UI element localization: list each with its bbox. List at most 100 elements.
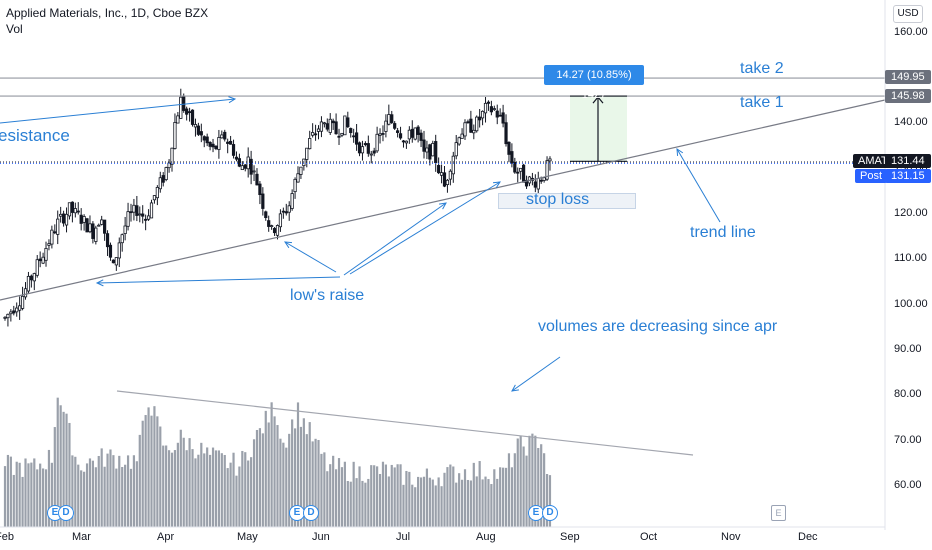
lows-raise-arrow-mid-head xyxy=(284,241,293,249)
candle-body xyxy=(536,178,540,190)
volume-bar xyxy=(264,410,267,527)
volume-bar xyxy=(314,438,317,527)
earnings-event-icon[interactable]: E xyxy=(528,505,544,521)
volumes-arrow[interactable] xyxy=(511,356,561,392)
candle-body xyxy=(451,155,455,175)
volumes-annotation[interactable]: volumes are decreasing since apr xyxy=(538,318,778,335)
trend-line[interactable] xyxy=(0,99,886,301)
volume-bar xyxy=(41,468,45,527)
candle-body xyxy=(67,202,72,217)
volume-bar xyxy=(437,477,440,527)
volume-bar xyxy=(285,447,288,527)
take1-annotation[interactable]: take 1 xyxy=(740,94,784,111)
trend-line-annotation[interactable]: trend line xyxy=(690,224,756,241)
candle-body xyxy=(258,183,262,196)
candle-body xyxy=(319,121,324,132)
candle-body xyxy=(466,121,470,124)
candle-body xyxy=(354,132,359,145)
volume-bar xyxy=(340,467,344,527)
candle-body xyxy=(155,187,159,199)
volume-trend-line[interactable] xyxy=(116,390,694,456)
candle-body xyxy=(97,224,101,227)
candle-body xyxy=(117,242,121,259)
volume-bar xyxy=(293,428,297,527)
volume-bar xyxy=(200,442,203,527)
volume-bar xyxy=(159,426,162,527)
candle-body xyxy=(504,122,508,145)
volume-bar xyxy=(422,476,426,527)
lows-raise-arrow-far[interactable] xyxy=(349,181,501,275)
currency-button[interactable]: USD xyxy=(893,5,923,23)
candle-body xyxy=(372,150,376,154)
candle-body xyxy=(337,135,341,138)
lows-raise-arrow-mid[interactable] xyxy=(284,241,337,273)
y-tick-label: 140.00 xyxy=(894,116,928,129)
volume-bar xyxy=(68,422,71,527)
volume-bar xyxy=(71,455,74,527)
volume-bar xyxy=(185,450,188,527)
volume-bar xyxy=(384,464,387,527)
dividend-event-icon[interactable]: D xyxy=(542,505,558,521)
volume-bar xyxy=(18,462,21,527)
candle-body xyxy=(126,211,130,227)
candle-body xyxy=(255,173,259,186)
candle-body xyxy=(331,120,335,124)
volume-bar xyxy=(15,461,18,527)
future-earnings-event-icon[interactable]: E xyxy=(771,505,786,521)
volume-bar xyxy=(226,468,229,527)
resistance-annotation[interactable]: esistance xyxy=(0,126,70,145)
volume-bar xyxy=(352,461,355,527)
lows-raise-arrow-right[interactable] xyxy=(343,202,447,276)
candle-body xyxy=(179,96,183,119)
candle-body xyxy=(50,229,54,245)
volume-bar xyxy=(241,450,244,527)
dividend-event-icon[interactable]: D xyxy=(58,505,74,521)
lows-raise-arrow-left[interactable] xyxy=(96,276,341,284)
volume-bar xyxy=(162,445,165,527)
volume-bar xyxy=(173,450,177,527)
volume-bar xyxy=(179,429,182,527)
volume-bar xyxy=(220,453,223,527)
level-price-tag-take1: 145.98 xyxy=(885,89,931,103)
volume-bar xyxy=(545,473,549,527)
measure-tool-label[interactable]: 14.27 (10.85%) 1427 xyxy=(544,65,644,101)
candle-body xyxy=(15,307,19,313)
volume-bar xyxy=(279,438,282,527)
candle-body xyxy=(114,257,118,266)
volume-bar xyxy=(490,484,493,527)
candle-body xyxy=(381,133,385,135)
volume-bar xyxy=(463,469,467,527)
candle-body xyxy=(214,145,218,150)
candle-body xyxy=(264,211,268,218)
x-tick-label: Jul xyxy=(396,531,411,543)
candle-body xyxy=(144,218,148,221)
candle-body xyxy=(3,316,7,319)
candle-body xyxy=(311,132,315,136)
volume-indicator-label[interactable]: Vol xyxy=(6,22,23,36)
candle-body xyxy=(176,115,180,124)
candle-body xyxy=(545,160,549,180)
volume-bar xyxy=(346,480,349,527)
volume-bar xyxy=(458,473,461,527)
volume-bar xyxy=(53,427,56,527)
take2-annotation[interactable]: take 2 xyxy=(740,60,784,77)
candle-body xyxy=(539,179,543,182)
candle-body xyxy=(390,114,394,123)
x-tick-label: Sep xyxy=(560,531,580,543)
candle-body xyxy=(229,140,233,145)
volume-bar xyxy=(311,441,314,527)
candle-body xyxy=(495,110,499,118)
volume-bar xyxy=(211,447,215,527)
lows-raise-annotation[interactable]: low's raise xyxy=(290,287,365,304)
resistance-arrow[interactable] xyxy=(0,98,236,124)
candle-body xyxy=(185,108,189,115)
candle-body xyxy=(272,228,277,234)
stop-loss-box[interactable] xyxy=(498,193,636,209)
trend-line-arrow[interactable] xyxy=(676,148,721,223)
stop-loss-annotation[interactable]: stop loss xyxy=(526,191,590,208)
candle-body xyxy=(343,115,347,136)
candle-body xyxy=(472,129,476,134)
candle-body xyxy=(548,158,552,162)
dividend-event-icon[interactable]: D xyxy=(303,505,319,521)
